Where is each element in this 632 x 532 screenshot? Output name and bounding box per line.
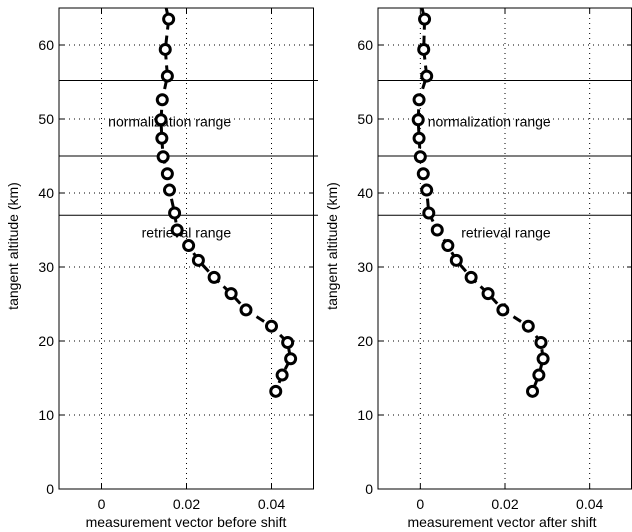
y-axis-label-after-shift: tangent altitude (km) — [324, 182, 340, 310]
data-point-before-shift — [160, 69, 174, 83]
data-point-before-shift — [207, 270, 221, 284]
x-tick-label-before-shift: 0.02 — [173, 496, 200, 512]
y-tick-label-after-shift: 10 — [357, 407, 373, 423]
data-point-after-shift — [411, 113, 425, 127]
y-tick-label-before-shift: 10 — [38, 407, 54, 423]
y-axis-label-before-shift: tangent altitude (km) — [5, 182, 21, 310]
data-point-after-shift — [418, 12, 432, 26]
data-point-after-shift — [521, 319, 535, 333]
plot-layer-after-shift: 0 0.02 0.04 0 10 20 30 40 50 60 normalization rang… — [357, 7, 632, 512]
y-tick-label-after-shift: 40 — [357, 185, 373, 201]
plot-layer-before-shift: 0 0.02 0.04 0 10 20 30 40 50 60 normalization rang… — [38, 7, 318, 512]
data-point-after-shift — [412, 131, 426, 145]
data-point-before-shift — [239, 303, 253, 317]
data-point-before-shift — [182, 239, 196, 253]
data-point-after-shift — [464, 270, 478, 284]
data-point-before-shift — [281, 335, 295, 349]
annotation-before-shift: retrieval range — [142, 224, 232, 240]
x-axis-label-after-shift: measurement vector after shift — [407, 514, 596, 530]
annotation-before-shift: normalization range — [108, 113, 231, 129]
annotation-after-shift: retrieval range — [461, 224, 551, 240]
data-point-after-shift — [496, 303, 510, 317]
y-tick-label-after-shift: 20 — [357, 333, 373, 349]
data-point-before-shift — [224, 287, 238, 301]
data-point-before-shift — [265, 319, 278, 333]
data-point-before-shift — [170, 223, 184, 237]
data-point-after-shift — [536, 352, 550, 366]
data-point-after-shift — [441, 239, 455, 253]
data-point-after-shift — [532, 368, 546, 382]
y-tick-label-after-shift: 60 — [357, 37, 373, 53]
data-point-after-shift — [420, 183, 434, 197]
data-point-before-shift — [155, 131, 169, 145]
data-point-before-shift — [155, 93, 169, 107]
annotation-after-shift: normalization range — [428, 113, 551, 129]
y-tick-label-after-shift: 50 — [357, 111, 373, 127]
data-point-before-shift — [269, 384, 283, 398]
series-line-after-shift — [416, 8, 545, 392]
y-tick-label-before-shift: 0 — [46, 481, 54, 497]
panel-before-shift: 0 0.02 0.04 0 10 20 30 40 50 60 normalization rang… — [5, 7, 318, 530]
data-point-after-shift — [413, 150, 427, 164]
data-point-before-shift — [163, 183, 176, 197]
y-tick-label-before-shift: 30 — [38, 259, 54, 275]
data-point-after-shift — [430, 223, 444, 237]
data-point-after-shift — [449, 253, 463, 267]
data-point-before-shift — [275, 368, 289, 382]
series-group-after-shift — [411, 8, 550, 398]
x-tick-label-after-shift: 0.02 — [491, 496, 518, 512]
data-point-before-shift — [284, 352, 298, 366]
data-point-before-shift — [154, 113, 168, 127]
plot-frame-before-shift — [58, 7, 314, 490]
data-point-after-shift — [526, 384, 540, 398]
x-tick-label-after-shift: 0 — [416, 496, 424, 512]
y-tick-label-after-shift: 0 — [365, 481, 373, 497]
y-tick-label-before-shift: 60 — [38, 37, 54, 53]
data-point-before-shift — [162, 12, 176, 26]
y-tick-label-before-shift: 50 — [38, 111, 54, 127]
data-point-before-shift — [160, 167, 174, 181]
panel-after-shift: 0 0.02 0.04 0 10 20 30 40 50 60 normalization rang… — [324, 7, 632, 530]
y-tick-label-before-shift: 20 — [38, 333, 54, 349]
data-point-after-shift — [412, 93, 426, 107]
data-point-after-shift — [481, 287, 495, 301]
series-line-before-shift — [159, 8, 293, 392]
x-tick-label-after-shift: 0.04 — [576, 496, 603, 512]
y-tick-label-before-shift: 40 — [38, 185, 54, 201]
y-tick-label-after-shift: 30 — [357, 259, 373, 275]
x-tick-label-before-shift: 0.04 — [258, 496, 285, 512]
series-group-before-shift — [154, 8, 298, 398]
data-point-before-shift — [191, 253, 205, 267]
data-point-after-shift — [534, 335, 548, 349]
data-point-before-shift — [156, 150, 170, 164]
data-point-after-shift — [417, 42, 431, 56]
x-tick-label-before-shift: 0 — [98, 496, 106, 512]
data-point-after-shift — [416, 167, 430, 181]
data-point-before-shift — [158, 42, 172, 56]
data-point-after-shift — [422, 206, 436, 220]
data-point-before-shift — [168, 206, 182, 220]
x-axis-label-before-shift: measurement vector before shift — [86, 514, 287, 530]
data-point-after-shift — [420, 69, 434, 83]
